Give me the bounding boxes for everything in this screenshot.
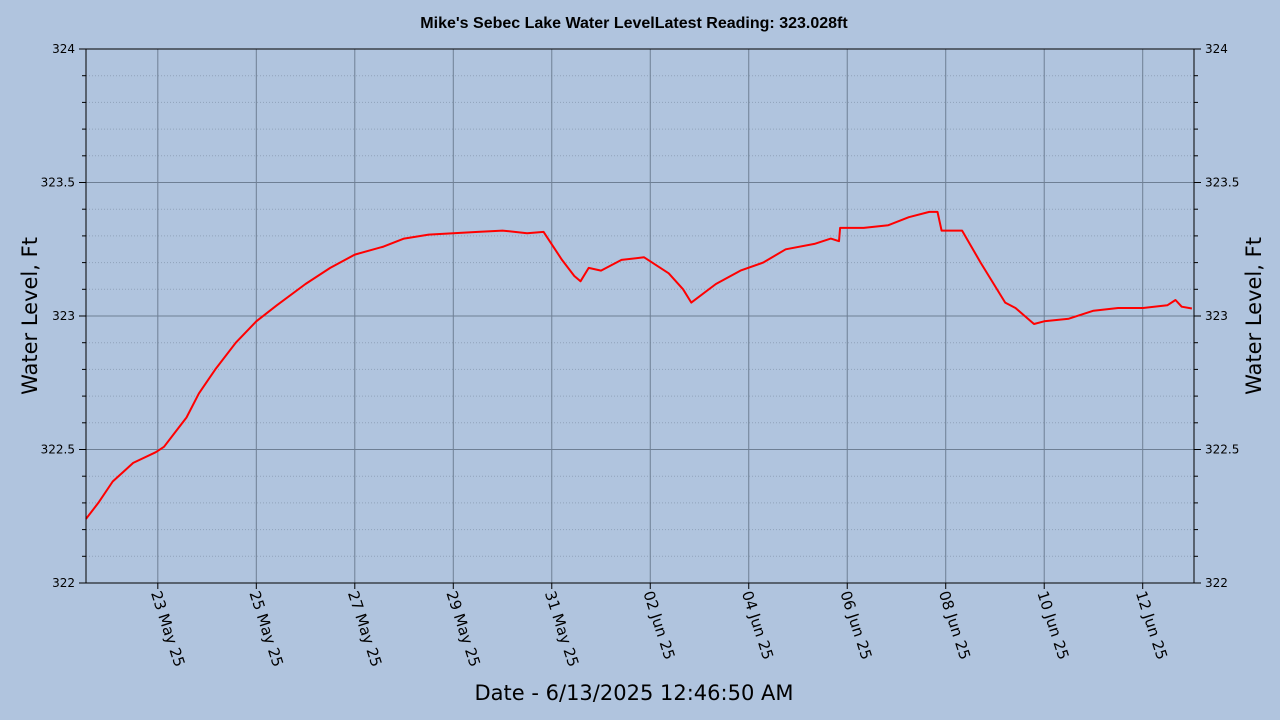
y-axis-label-right: Water Level, Ft [1242,237,1266,395]
y-tick-label-left: 322 [52,576,75,590]
series-layer [85,210,1193,520]
water-level-series-line [85,210,1193,520]
y-tick-label-right: 322.5 [1205,443,1239,457]
y-tick-label-left: 324 [52,42,75,56]
grid-layer [86,49,1194,583]
chart-title: Mike's Sebec Lake Water LevelLatest Read… [420,15,848,32]
y-tick-label-left: 323 [52,309,75,323]
x-axis-label: Date - 6/13/2025 12:46:50 AM [475,681,794,705]
y-tick-label-right: 323.5 [1205,176,1239,190]
y-tick-label-right: 322 [1205,576,1228,590]
y-tick-label-left: 323.5 [41,176,75,190]
y-tick-label-left: 322.5 [41,443,75,457]
y-tick-label-right: 323 [1205,309,1228,323]
y-tick-label-right: 324 [1205,42,1228,56]
y-axis-label-left: Water Level, Ft [18,237,42,395]
